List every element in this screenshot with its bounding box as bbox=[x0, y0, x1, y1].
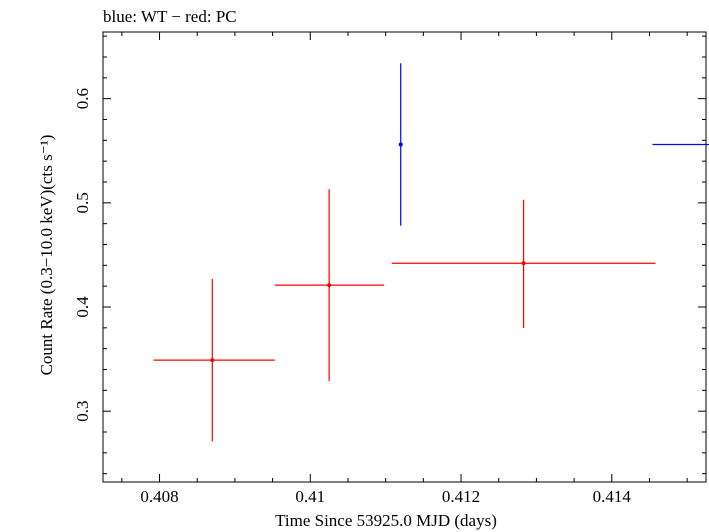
data-marker bbox=[210, 358, 215, 363]
x-tick-label: 0.414 bbox=[593, 487, 632, 506]
x-tick-label: 0.412 bbox=[442, 487, 480, 506]
y-tick-label: 0.4 bbox=[73, 296, 92, 318]
data-point bbox=[274, 189, 385, 381]
data-marker bbox=[398, 142, 403, 147]
y-tick-label: 0.5 bbox=[73, 192, 92, 213]
x-axis-label: Time Since 53925.0 MJD (days) bbox=[275, 511, 497, 530]
x-tick-label: 0.408 bbox=[140, 487, 178, 506]
data-marker bbox=[521, 261, 526, 266]
plot-frame bbox=[102, 31, 707, 483]
data-marker bbox=[327, 283, 332, 288]
y-axis-label: Count Rate (0.3−10.0 keV)(cts s⁻¹) bbox=[37, 135, 56, 376]
y-tick-label: 0.6 bbox=[73, 88, 92, 109]
data-point bbox=[398, 63, 709, 226]
y-tick-label: 0.3 bbox=[73, 401, 92, 422]
axis-ticks: 0.408 0.41 0.412 0.414 0.3 0.4 0.5 0.6 bbox=[73, 32, 706, 506]
data-point bbox=[391, 199, 656, 328]
data-point bbox=[153, 278, 275, 442]
x-tick-label: 0.41 bbox=[295, 487, 325, 506]
data-points bbox=[153, 63, 709, 442]
chart-title: blue: WT − red: PC bbox=[103, 7, 237, 26]
